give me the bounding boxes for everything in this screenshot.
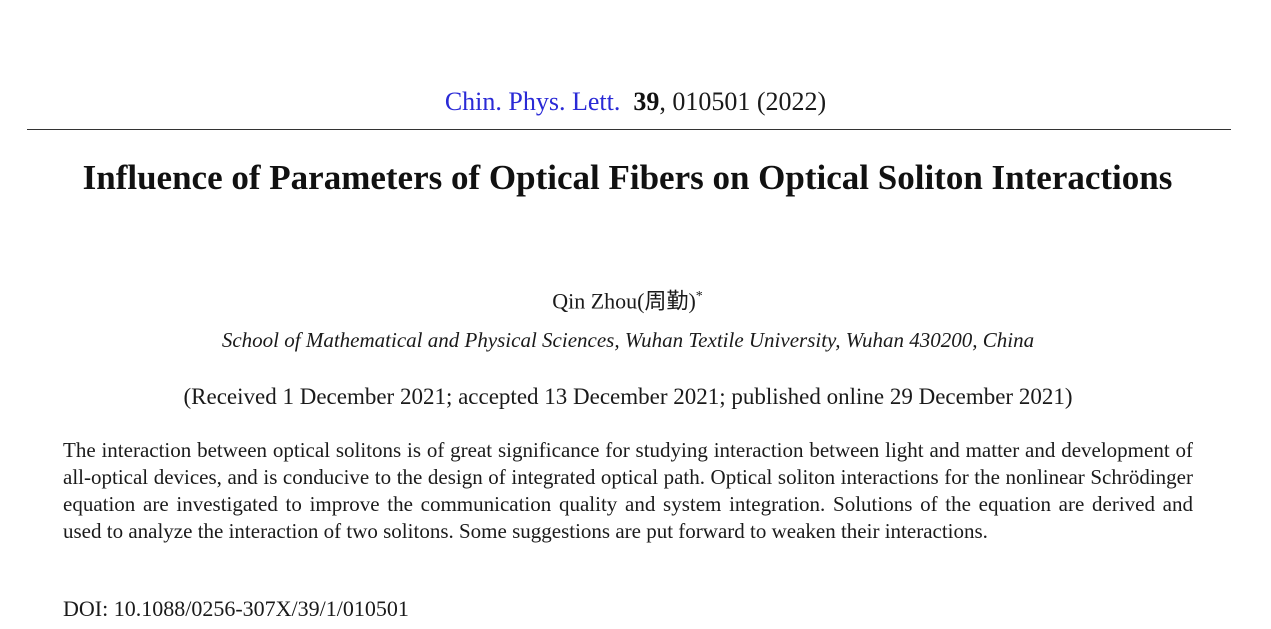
abstract-text: The interaction between optical solitons… (63, 438, 1193, 543)
author-affiliation: School of Mathematical and Physical Scie… (221, 328, 1035, 352)
author-name: Qin Zhou(周勤) (552, 288, 696, 314)
header-divider (27, 129, 1231, 130)
journal-citation: Chin. Phys. Lett. 39, 010501 (2022) (0, 84, 1271, 120)
journal-name-link[interactable]: Chin. Phys. Lett. (444, 87, 621, 116)
publication-dates: (Received 1 December 2021; accepted 13 D… (183, 384, 1073, 409)
article-number-year: , 010501 (2022) (659, 87, 827, 116)
author-line: Qin Zhou(周勤)* (0, 282, 1255, 316)
corresponding-author-mark: * (695, 289, 703, 304)
paper-title: Influence of Parameters of Optical Fiber… (82, 158, 1173, 197)
doi-link[interactable]: DOI: 10.1088/0256-307X/39/1/010501 (63, 596, 409, 621)
journal-volume: 39 (633, 87, 660, 116)
